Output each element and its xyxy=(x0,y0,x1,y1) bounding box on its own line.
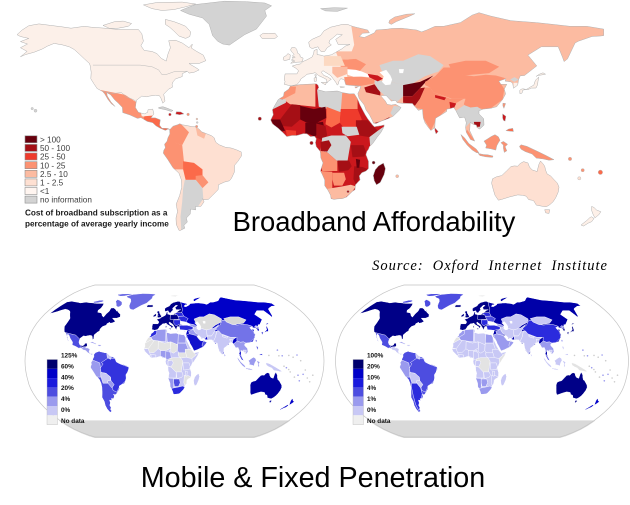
svg-text:> 100: > 100 xyxy=(40,135,61,144)
svg-text:25 - 50: 25 - 50 xyxy=(40,153,66,162)
svg-text:60%: 60% xyxy=(61,363,74,370)
svg-text:Cost of broadband subscription: Cost of broadband subscription as a xyxy=(25,209,168,218)
svg-text:Mobile & Fixed Penetration: Mobile & Fixed Penetration xyxy=(141,462,485,494)
svg-text:0%: 0% xyxy=(61,407,71,414)
svg-text:1 - 2.5: 1 - 2.5 xyxy=(40,179,64,188)
svg-text:20%: 20% xyxy=(367,363,380,370)
svg-text:10%: 10% xyxy=(367,374,380,381)
svg-text:percentage of average yearly i: percentage of average yearly income xyxy=(25,220,169,229)
svg-text:40%: 40% xyxy=(61,374,74,381)
svg-text:Source: Oxford Internet Instit: Source: Oxford Internet Institute xyxy=(372,258,608,274)
svg-text:0%: 0% xyxy=(367,407,377,414)
svg-text:4%: 4% xyxy=(61,396,71,403)
svg-text:125%: 125% xyxy=(61,353,78,360)
svg-text:50 - 100: 50 - 100 xyxy=(40,144,70,153)
svg-text:2.5 - 10: 2.5 - 10 xyxy=(40,170,68,179)
svg-text:10 - 25: 10 - 25 xyxy=(40,161,66,170)
svg-text:No data: No data xyxy=(61,418,85,425)
svg-text:No data: No data xyxy=(367,418,391,425)
svg-text:no information: no information xyxy=(40,196,92,205)
svg-text:1%: 1% xyxy=(367,396,377,403)
svg-text:Broadband Affordability: Broadband Affordability xyxy=(233,206,516,237)
svg-text:100%: 100% xyxy=(367,353,384,360)
svg-text:<1: <1 xyxy=(40,187,50,196)
svg-text:20%: 20% xyxy=(61,385,74,392)
svg-text:4%: 4% xyxy=(367,385,377,392)
